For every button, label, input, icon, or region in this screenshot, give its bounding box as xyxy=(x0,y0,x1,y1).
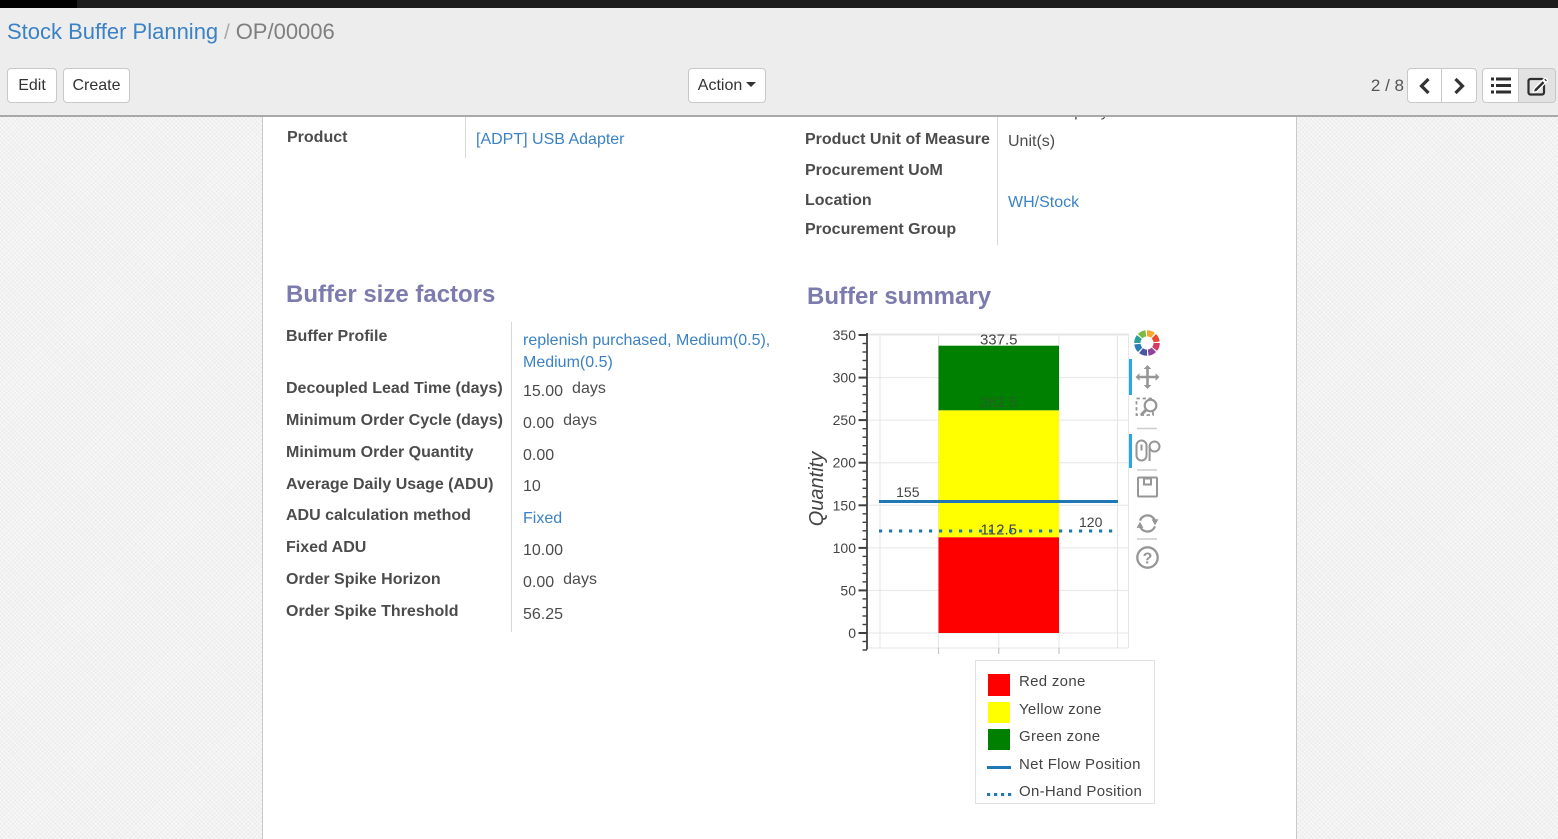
svg-text:120: 120 xyxy=(1079,514,1103,530)
svg-text:100: 100 xyxy=(833,540,857,556)
svg-text:350: 350 xyxy=(833,327,857,343)
svg-text:112.5: 112.5 xyxy=(981,522,1017,539)
svg-text:200: 200 xyxy=(833,455,857,471)
svg-text:300: 300 xyxy=(833,370,857,386)
svg-text:337.5: 337.5 xyxy=(980,332,1018,349)
svg-text:155: 155 xyxy=(896,484,920,500)
svg-text:Quantity: Quantity xyxy=(806,451,828,526)
svg-text:50: 50 xyxy=(840,582,856,598)
svg-text:262.5: 262.5 xyxy=(980,394,1018,411)
svg-text:150: 150 xyxy=(833,497,857,513)
svg-text:0: 0 xyxy=(848,625,856,641)
svg-text:?: ? xyxy=(1143,551,1153,568)
svg-text:250: 250 xyxy=(833,412,857,428)
